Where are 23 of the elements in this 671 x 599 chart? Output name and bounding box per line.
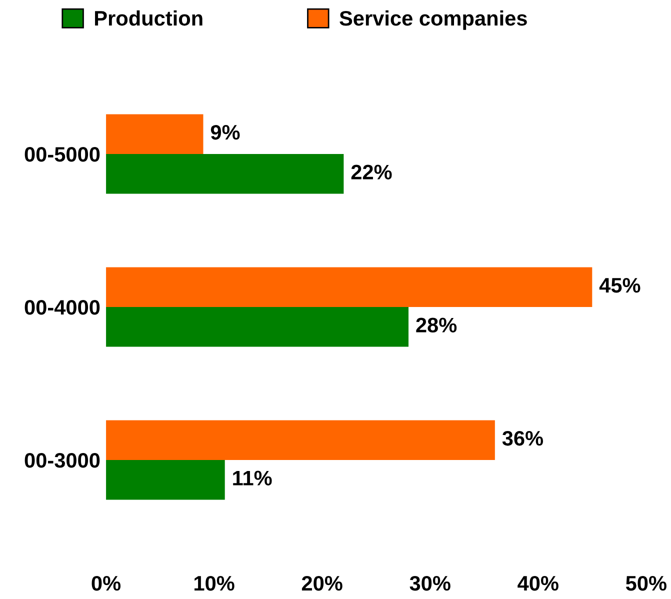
x-tick-label: 30% bbox=[410, 576, 450, 591]
y-tick-label: 00-3000 bbox=[24, 453, 100, 468]
data-label: 36% bbox=[502, 430, 544, 446]
bar bbox=[106, 420, 495, 460]
bar bbox=[106, 267, 592, 307]
x-tick-label: 40% bbox=[518, 576, 558, 591]
legend-label: Production bbox=[95, 10, 202, 26]
data-label: 45% bbox=[599, 278, 640, 293]
bar bbox=[106, 154, 344, 194]
legend-label: Service companies bbox=[340, 10, 527, 30]
x-tick-label: 0% bbox=[92, 576, 121, 591]
data-label: 22% bbox=[351, 164, 392, 180]
data-label: 11% bbox=[233, 470, 272, 486]
data-label: 9% bbox=[210, 124, 240, 140]
bar bbox=[106, 307, 409, 347]
y-tick-label: 00-5000 bbox=[24, 147, 100, 162]
bar bbox=[106, 114, 204, 154]
x-tick-label: 50% bbox=[626, 576, 666, 591]
x-tick-label: 10% bbox=[194, 576, 234, 591]
y-tick-label: 00-4000 bbox=[24, 300, 100, 315]
bar bbox=[106, 460, 225, 500]
x-tick-label: 20% bbox=[302, 576, 342, 591]
data-label: 28% bbox=[416, 318, 457, 332]
